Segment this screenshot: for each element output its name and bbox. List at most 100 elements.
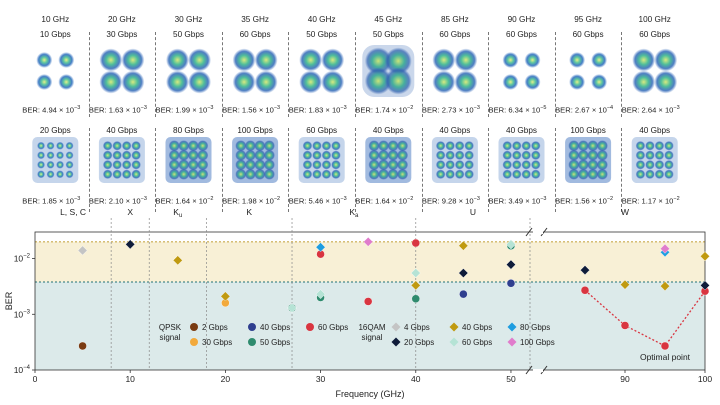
qpsk-constellation-6 (432, 48, 478, 94)
qpsk-constellation-8 (569, 52, 608, 90)
legend-qpsk-label: 2 Gbps (202, 323, 228, 332)
legend-qpsk-label: 60 Gbps (318, 323, 348, 332)
frequency-label: 30 GHz (174, 15, 203, 24)
qpsk-constellation-9 (632, 48, 678, 94)
qpsk-constellation-0 (36, 52, 75, 90)
qam-constellation-5 (365, 137, 412, 183)
qam-point (125, 239, 136, 250)
qam-ber-label: BER: 1.56 × 10−2 (555, 196, 614, 206)
qam-constellation-7 (498, 137, 545, 183)
qpsk-point (78, 341, 87, 351)
qpsk-point (411, 294, 420, 303)
qam-constellation-0 (32, 137, 79, 183)
qpsk-rate-label: 50 Gbps (372, 30, 404, 39)
optimal-point-annotation: Optimal point (640, 352, 691, 362)
band-label: W (621, 207, 629, 217)
qpsk-rate-label: 60 Gbps (439, 30, 471, 39)
column-separator (221, 32, 223, 117)
qam-point (363, 236, 374, 247)
optimal-path-line (584, 289, 706, 347)
qpsk-ber-label: BER: 1.56 × 10−3 (222, 105, 281, 115)
qam-point (580, 265, 590, 276)
qpsk-point (459, 289, 468, 299)
legend-qam-marker (391, 337, 401, 347)
qpsk-ber-label: BER: 1.99 × 10−3 (155, 105, 214, 115)
qam-rate-label: 100 Gbps (570, 126, 606, 135)
qam-ber-label: BER: 1.85 × 10−3 (22, 196, 81, 206)
y-tick-label: 10−4 (14, 365, 31, 375)
qpsk-constellation-4 (299, 48, 345, 94)
legend-qam-label: 80 Gbps (520, 323, 550, 332)
qam-point (458, 268, 469, 278)
axis-break-mark (525, 227, 533, 237)
qam-point (220, 291, 231, 302)
qpsk-constellation-5 (362, 45, 415, 97)
qam-constellation-8 (565, 137, 612, 183)
qam-point (506, 259, 516, 270)
qam-point (77, 245, 88, 256)
between-threshold-band (35, 241, 705, 282)
qpsk-point (620, 321, 630, 330)
column-separator (488, 32, 490, 117)
qam-ber-label: BER: 1.64 × 10−2 (355, 196, 414, 206)
qam-point (315, 242, 326, 253)
column-separator (355, 128, 356, 212)
axis-break-mark (540, 227, 548, 237)
qpsk-rate-label: 60 Gbps (639, 30, 671, 39)
legend-qam-title: 16QAM signal (358, 323, 385, 342)
x-tick-label: 30 (316, 374, 326, 384)
x-tick-label: 0 (33, 374, 38, 384)
qam-ber-label: BER: 1.17 × 10−2 (621, 196, 680, 206)
legend-qam-marker (449, 322, 459, 332)
qam-rate-label: 80 Gbps (173, 126, 204, 135)
qam-ber-label: BER: 5.46 × 10−3 (288, 196, 347, 206)
qpsk-ber-label: BER: 2.73 × 10−3 (421, 105, 480, 115)
qpsk-point (580, 286, 590, 295)
qam-rate-label: 60 Gbps (306, 126, 338, 135)
qam-constellation-4 (298, 137, 345, 183)
qpsk-rate-label: 50 Gbps (173, 30, 204, 39)
qam-constellation-6 (431, 137, 478, 183)
qam-point (410, 268, 421, 278)
legend-qpsk-marker (190, 338, 198, 346)
column-separator (621, 32, 623, 117)
plot-frame (34, 231, 706, 371)
x-tick-label: 40 (411, 374, 421, 384)
qpsk-ber-label: BER: 1.63 × 10−3 (88, 105, 147, 115)
frequency-label: 90 GHz (507, 15, 536, 24)
qam-point (172, 255, 183, 266)
column-separator (288, 32, 290, 117)
qpsk-point (363, 297, 373, 306)
qam-ber-label: BER: 1.64 × 10−2 (155, 196, 214, 206)
column-separator (288, 128, 290, 212)
legend-qam-label: 20 Gbps (404, 338, 434, 347)
qpsk-rate-label: 60 Gbps (506, 30, 537, 39)
band-label: Ku (173, 207, 182, 219)
qam-ber-label: BER: 9.28 × 10−3 (421, 196, 480, 206)
qam-rate-label: 40 Gbps (506, 126, 537, 135)
column-separator (554, 128, 556, 212)
constellation-panel (32, 45, 678, 183)
qpsk-point (506, 279, 516, 288)
qam-ber-label: BER: 3.49 × 10−3 (488, 196, 547, 206)
qam-rate-label: 100 Gbps (237, 126, 273, 135)
y-tick-label: 10−2 (14, 254, 31, 264)
legend-qam-label: 100 Gbps (520, 338, 555, 347)
frequency-label: 40 GHz (307, 15, 336, 24)
qpsk-rate-label: 10 Gbps (39, 30, 71, 39)
qam-rate-label: 40 Gbps (106, 126, 138, 135)
qpsk-constellation-2 (166, 48, 211, 94)
qam-point (315, 289, 326, 300)
legend-qam-label: 40 Gbps (462, 323, 492, 332)
qam-point (287, 303, 297, 313)
band-label: K (246, 207, 252, 217)
column-separator (554, 32, 556, 117)
legend-qpsk-label: 50 Gbps (260, 338, 290, 347)
qam-rate-label: 40 Gbps (372, 126, 404, 135)
qam-ber-label: BER: 2.10 × 10−3 (88, 196, 147, 206)
band-label: X (127, 207, 133, 217)
column-separator (355, 32, 356, 117)
legend-qpsk-marker (248, 338, 256, 346)
